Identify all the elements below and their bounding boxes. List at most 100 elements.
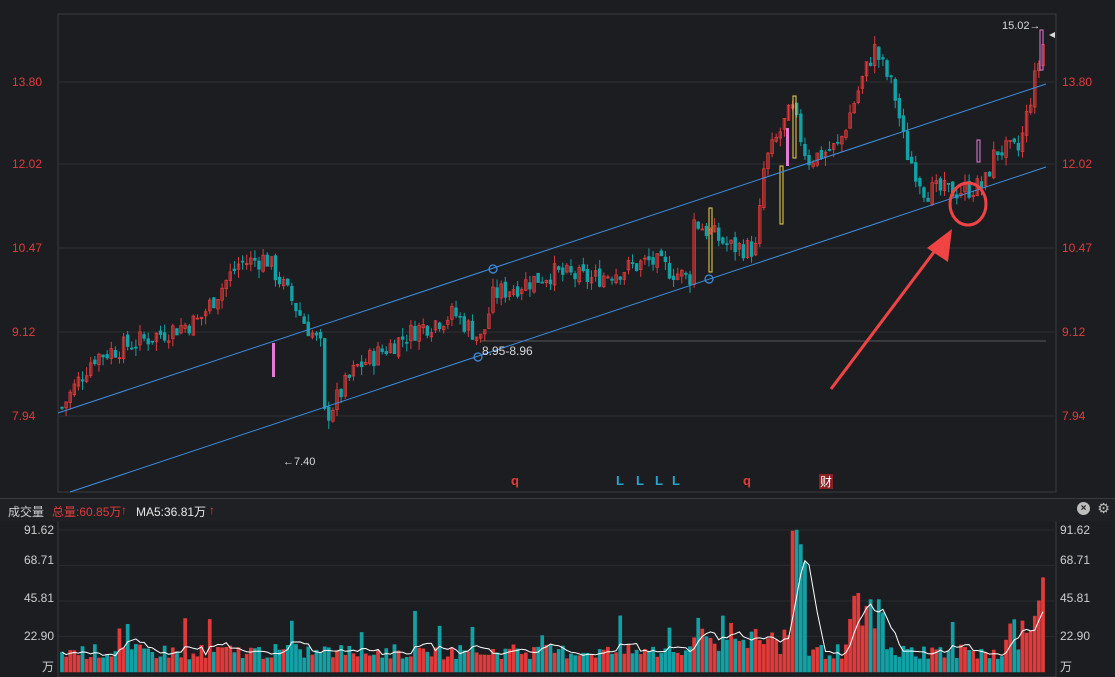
volume-title: 成交量 (8, 505, 45, 519)
candle-body (84, 375, 89, 382)
volume-bar (840, 658, 844, 673)
volume-bar (532, 647, 536, 673)
volume-bar (146, 648, 151, 673)
volume-bar (125, 624, 130, 673)
volume-bar (565, 658, 569, 673)
candle-body (183, 324, 187, 329)
candle-body (478, 333, 483, 339)
candle-body (671, 275, 676, 281)
volume-bar (774, 639, 779, 673)
volume-bar (400, 658, 405, 673)
channel-upper-line (57, 83, 1047, 414)
candle-body (614, 274, 618, 284)
volume-bar (918, 658, 922, 673)
volume-bar (507, 648, 512, 673)
candle-body (495, 287, 499, 298)
volume-bar (207, 619, 212, 673)
candle-body (125, 334, 130, 347)
current-price-pointer (1049, 32, 1055, 38)
candle-body (121, 336, 126, 360)
volume-bar (585, 652, 590, 673)
volume-bar (343, 655, 348, 673)
candle-body (901, 115, 906, 132)
up-arrow-icon: ↑ (121, 503, 127, 517)
highlight-candle (792, 95, 797, 159)
price-tick-right: 13.80 (1062, 75, 1093, 89)
volume-bar (253, 648, 257, 673)
candle-body (819, 149, 824, 159)
volume-bar (396, 650, 401, 673)
volume-bar (372, 654, 376, 673)
volume-tick-right: 91.62 (1060, 523, 1091, 537)
volume-ma5: MA5:36.81万 (136, 505, 207, 519)
volume-bar (1000, 656, 1004, 673)
volume-bar (314, 649, 319, 673)
volume-bar (671, 652, 676, 673)
candle-body (454, 307, 458, 317)
volume-bar (811, 649, 815, 673)
candle-body (799, 113, 803, 143)
candle-body (171, 325, 175, 340)
volume-bar (138, 644, 142, 673)
volume-bar (643, 648, 647, 673)
volume-bar (290, 620, 294, 673)
candle-body (659, 250, 663, 257)
candle-body (881, 57, 885, 60)
volume-bar (92, 644, 97, 673)
candle-body (425, 325, 430, 336)
price-panel-frame (57, 13, 1057, 493)
close-icon[interactable]: × (1077, 502, 1090, 515)
highlight-candle (786, 128, 789, 166)
volume-bar (150, 651, 155, 673)
volume-bar (901, 645, 906, 673)
volume-bar (441, 659, 446, 673)
candle-body (429, 332, 434, 338)
candle-body (335, 389, 339, 410)
candle-body (392, 343, 397, 355)
gear-icon[interactable]: ⚙ (1097, 500, 1110, 516)
candle-body (721, 237, 725, 244)
volume-bar (335, 650, 339, 673)
volume-bar (540, 635, 545, 673)
price-tick-left: 7.94 (12, 409, 36, 423)
volume-bar (696, 617, 701, 673)
candle-body (368, 350, 372, 364)
volume-bar (1004, 639, 1008, 673)
candle-body (680, 269, 684, 277)
volume-bar (523, 652, 528, 673)
candle-body (897, 98, 902, 119)
volume-bar (388, 658, 393, 673)
volume-bar (790, 530, 795, 673)
volume-bar (610, 653, 614, 673)
channel-price-label: 8.95-8.96 (482, 344, 533, 358)
candle-body (364, 362, 368, 365)
candle-body (1024, 111, 1029, 136)
volume-bar (1041, 577, 1045, 673)
volume-bar (528, 658, 532, 673)
volume-bar (515, 648, 520, 673)
volume-bar (704, 636, 709, 673)
volume-bar (983, 652, 988, 673)
candle-body (359, 361, 364, 368)
candle-body (212, 297, 216, 309)
volume-bar (864, 605, 869, 673)
volume-bar (606, 646, 610, 673)
volume-bar (885, 649, 889, 673)
candle-body (540, 281, 544, 284)
candle-body (503, 281, 507, 298)
candle-body (717, 227, 721, 241)
channel-anchor-point (473, 352, 483, 362)
low-price-label: ←7.40 (283, 456, 315, 468)
candle-body (565, 264, 569, 273)
candle-body (511, 289, 516, 295)
candle-body (265, 254, 269, 267)
volume-bar (519, 653, 524, 673)
candle-body (380, 348, 384, 352)
candle-body (146, 338, 150, 345)
candle-body (873, 44, 877, 66)
volume-bar (1016, 649, 1021, 673)
candle-body (93, 359, 97, 365)
candle-body (704, 225, 709, 236)
candle-body (413, 326, 417, 341)
